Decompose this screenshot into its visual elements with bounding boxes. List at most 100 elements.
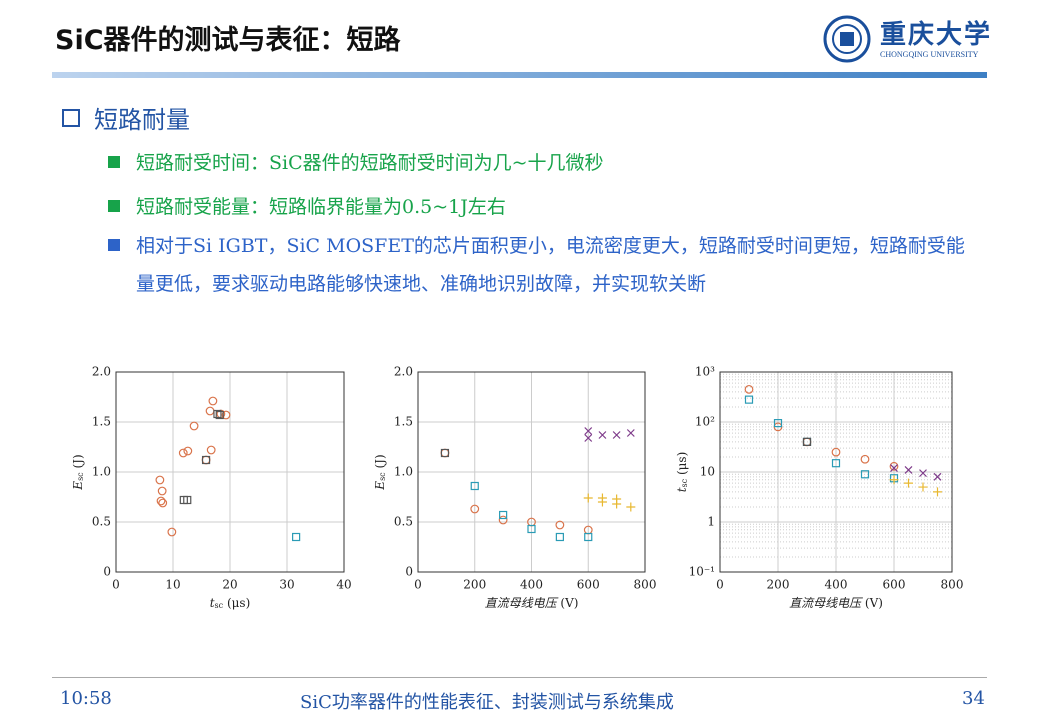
title: SiC器件的测试与表征：短路 — [55, 25, 401, 56]
point — [612, 431, 621, 439]
point — [904, 478, 913, 488]
x-axis-label-subscript: sc — [215, 601, 224, 610]
point — [183, 446, 193, 456]
x-axis-label-symbol: 直流母线电压 — [485, 596, 559, 610]
x-tick-label: 800 — [941, 578, 964, 592]
footer-line — [52, 677, 987, 678]
x-tick-label: 0 — [716, 578, 724, 592]
point — [178, 448, 188, 458]
footer-page: 34 — [962, 688, 985, 709]
point — [213, 409, 222, 419]
x-tick-label: 10 — [165, 578, 180, 592]
bullet-marker — [108, 156, 120, 168]
point — [205, 406, 215, 416]
y-tick-label: 0 — [405, 565, 413, 579]
y-tick-label: 10⁻¹ — [689, 565, 715, 579]
bullet-text: 短路耐受时间：SiC器件的短路耐受时间为几~十几微秒 — [136, 152, 604, 174]
point — [802, 437, 812, 446]
point — [918, 482, 928, 492]
point — [612, 499, 622, 509]
x-tick-label: 400 — [520, 578, 543, 592]
plot-frame — [719, 371, 953, 573]
y-tick-label: 10² — [695, 415, 715, 429]
point — [860, 454, 870, 464]
bullet: 短路耐受能量：短路临界能量为0.5~1J左右 — [108, 188, 988, 226]
x-tick-label: 400 — [825, 578, 848, 592]
y-tick-label: 0 — [103, 565, 111, 579]
point — [292, 532, 301, 542]
point — [215, 410, 224, 420]
y-axis-label: Esc (J) — [373, 454, 388, 490]
point — [555, 520, 565, 530]
point — [583, 493, 593, 503]
x-axis-label-symbol: t — [210, 596, 215, 610]
y-axis-label-symbol: t — [675, 487, 689, 492]
y-tick-label: 1.0 — [92, 465, 111, 479]
x-tick-label: 0 — [414, 578, 422, 592]
point — [498, 515, 508, 525]
x-tick-label: 800 — [634, 578, 657, 592]
y-tick-label: 1.5 — [92, 415, 111, 429]
x-axis-label: tsc (μs) — [210, 596, 251, 611]
point — [773, 419, 783, 428]
point — [183, 495, 192, 505]
bullet: 短路耐受时间：SiC器件的短路耐受时间为几~十几微秒 — [108, 144, 988, 182]
x-axis-label-unit: (V) — [557, 596, 579, 610]
point — [201, 455, 211, 465]
header-bar — [52, 72, 987, 78]
point — [744, 395, 754, 404]
footer-subject: SiC功率器件的性能表征、封装测试与系统集成 — [300, 692, 674, 713]
point — [889, 475, 899, 485]
point — [470, 481, 479, 491]
x-axis-label-unit: (V) — [861, 596, 883, 610]
plot-frame — [115, 371, 345, 573]
point — [919, 469, 927, 478]
y-tick-label: 1 — [707, 515, 715, 529]
y-axis-label-symbol: E — [373, 481, 387, 491]
x-axis-label: 直流母线电压 (V) — [485, 596, 579, 610]
point — [890, 464, 898, 472]
y-tick-label: 1.0 — [394, 465, 413, 479]
bullet-text: 相对于Si IGBT，SiC MOSFET的芯片面积更小，电流密度更大，短路耐受… — [136, 235, 965, 295]
point — [440, 448, 450, 458]
point — [167, 527, 177, 537]
point — [208, 396, 218, 406]
point — [470, 504, 480, 514]
section: 短路耐量 — [62, 100, 190, 135]
y-axis-label: tsc (μs) — [675, 452, 690, 493]
point — [584, 427, 593, 435]
y-axis-label: Esc (J) — [71, 454, 86, 490]
x-axis-label: 直流母线电压 (V) — [789, 596, 883, 610]
point — [860, 470, 870, 479]
point — [158, 498, 168, 508]
logo-text: 重庆大学 — [880, 20, 993, 50]
bullet-text: 短路耐受能量：短路临界能量为0.5~1J左右 — [136, 196, 506, 218]
y-axis-label-unit: (J) — [71, 454, 85, 472]
point — [626, 502, 636, 512]
y-tick-label: 2.0 — [394, 365, 413, 379]
point — [597, 497, 607, 507]
bullet: 相对于Si IGBT，SiC MOSFET的芯片面积更小，电流密度更大，短路耐受… — [108, 227, 988, 303]
point — [598, 431, 607, 439]
x-tick-label: 600 — [883, 578, 906, 592]
y-tick-label: 1.5 — [394, 415, 413, 429]
x-tick-label: 20 — [222, 578, 237, 592]
point — [889, 461, 899, 471]
point — [626, 429, 635, 437]
y-tick-label: 2.0 — [92, 365, 111, 379]
point — [584, 532, 593, 542]
point — [831, 447, 841, 457]
x-tick-label: 600 — [577, 578, 600, 592]
point — [499, 510, 508, 520]
y-axis-label-symbol: E — [71, 481, 85, 491]
logo-emblem — [823, 15, 871, 63]
y-axis-label-unit: (J) — [373, 454, 387, 472]
y-axis-label-subscript: sc — [680, 478, 689, 487]
y-axis-label-subscript: sc — [76, 472, 85, 481]
y-axis-label-subscript: sc — [378, 472, 387, 481]
x-tick-label: 30 — [279, 578, 294, 592]
x-tick-label: 200 — [767, 578, 790, 592]
point — [201, 455, 211, 465]
